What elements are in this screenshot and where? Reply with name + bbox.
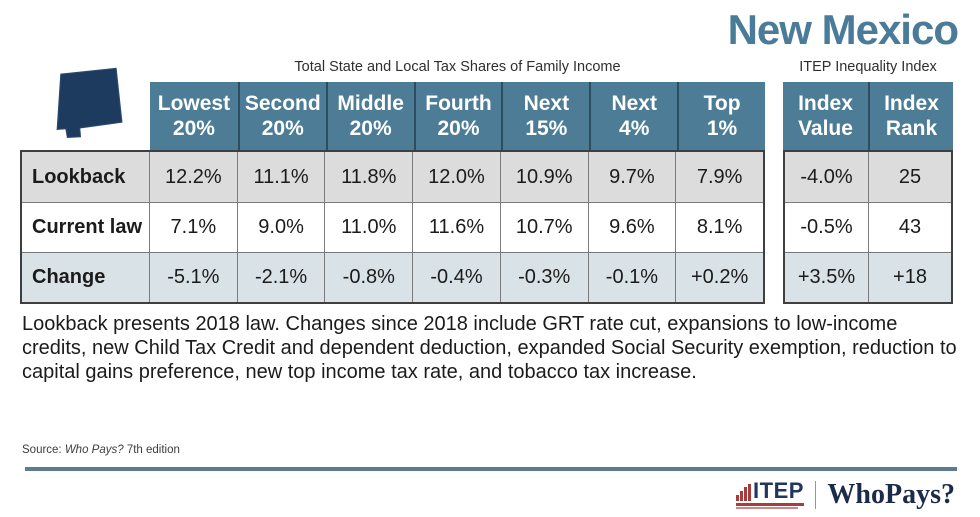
table-cell: 8.1% [675,202,763,252]
logo-divider [814,481,817,509]
table-cell: 10.9% [499,152,588,202]
row-label-change: Change [22,252,149,302]
index-table-caption: ITEP Inequality Index [799,59,937,75]
table-cell: 12.2% [149,152,237,202]
table-cell: 11.0% [324,202,413,252]
column-header-next-4: Next 4% [589,82,678,150]
table-cell: -0.4% [412,252,500,302]
table-cell: 7.9% [675,152,763,202]
footer-divider [25,467,957,471]
table-cell: 12.0% [412,152,500,202]
index-header-row: Index Value Index Rank [783,82,953,150]
itep-tagline-strip [736,507,799,509]
table-cell: 7.1% [149,202,237,252]
table-cell: -0.5% [785,202,868,252]
bar-chart-icon [736,484,752,502]
source-publication: Who Pays? [64,444,124,456]
table-cell: -4.0% [785,152,868,202]
table-cell: +18 [868,252,951,302]
itep-logo: ITEP [736,478,804,509]
column-header-lowest-20: Lowest 20% [150,82,238,150]
column-header-index-rank: Index Rank [868,82,953,150]
table-cell: -0.3% [499,252,588,302]
tax-shares-table-body: Lookback 12.2% 11.1% 11.8% 12.0% 10.9% 9… [20,150,765,304]
footnote-text: Lookback presents 2018 law. Changes sinc… [22,313,957,383]
table-cell: 11.1% [236,152,325,202]
main-table-caption: Total State and Local Tax Shares of Fami… [294,59,621,75]
table-cell: 9.6% [587,202,676,252]
page-title: New Mexico [727,6,959,53]
itep-red-underline [736,503,804,506]
whopays-wordmark: WhoPays? [827,479,955,510]
footer-logos: ITEP WhoPays? [736,477,955,513]
row-label-current-law: Current law [22,202,149,252]
column-header-index-value: Index Value [783,82,868,150]
column-header-middle-20: Middle 20% [325,82,414,150]
table-cell: 11.6% [412,202,500,252]
source-suffix: 7th edition [123,444,180,456]
index-table-body: -4.0% 25 -0.5% 43 +3.5% +18 [783,150,953,304]
tax-shares-table: Lowest 20% Second 20% Middle 20% Fourth 20% … [20,82,765,304]
column-header-next-15: Next 15% [501,82,590,150]
table-cell: +3.5% [785,252,868,302]
column-header-second-20: Second 20% [237,82,326,150]
column-header-fourth-20: Fourth 20% [413,82,502,150]
itep-wordmark: ITEP [753,478,804,504]
row-label-lookback: Lookback [22,152,149,202]
table-cell: 43 [868,202,951,252]
source-prefix: Source: [22,444,65,456]
tax-shares-header-row: Lowest 20% Second 20% Middle 20% Fourth 20% … [20,82,765,150]
source-line: Source: Who Pays? 7th edition [22,444,180,456]
table-cell: 9.0% [236,202,325,252]
table-cell: -2.1% [236,252,325,302]
table-cell: 25 [868,152,951,202]
column-header-top-1: Top 1% [677,82,765,150]
table-cell: 11.8% [324,152,413,202]
new-mexico-state-icon [56,67,123,139]
table-cell: +0.2% [675,252,763,302]
table-cell: -0.8% [324,252,413,302]
table-corner-spacer [20,82,150,150]
table-cell: -5.1% [149,252,237,302]
table-cell: 10.7% [499,202,588,252]
table-cell: -0.1% [587,252,676,302]
table-cell: 9.7% [587,152,676,202]
inequality-index-table: Index Value Index Rank -4.0% 25 -0.5% 43 +… [783,82,953,304]
